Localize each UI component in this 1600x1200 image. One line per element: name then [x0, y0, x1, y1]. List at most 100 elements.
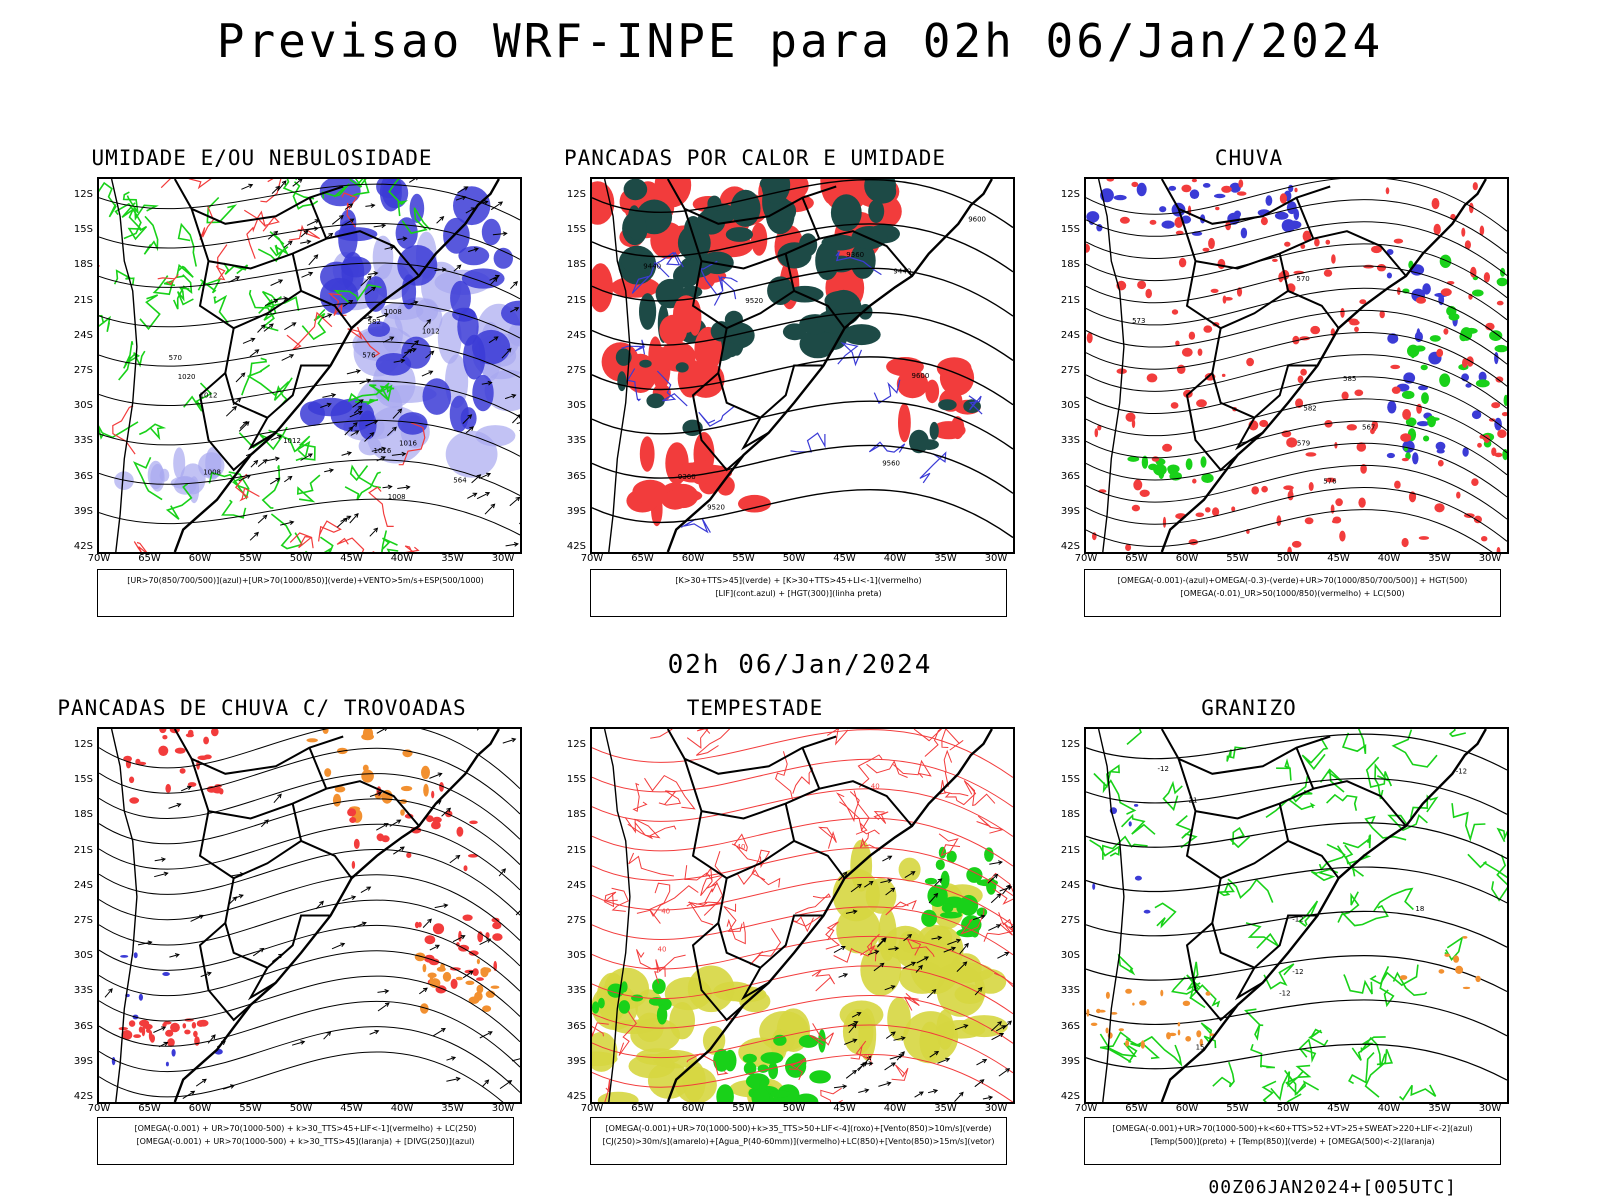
- thunderstorm-area: [469, 820, 478, 825]
- omega-area: [1113, 194, 1127, 201]
- wind-vector: [376, 456, 386, 462]
- thickness-contour: [347, 326, 381, 358]
- strong-omega-area: [1429, 335, 1441, 342]
- latitude-label: 36S: [1060, 1020, 1080, 1032]
- latitude-label: 33S: [566, 435, 586, 447]
- longitude-label: 40W: [1377, 553, 1401, 564]
- isobar: [99, 301, 520, 339]
- wind-vector-head: [253, 459, 259, 465]
- streamline-arrow: [511, 1058, 520, 1062]
- thunderstorm-area: [167, 1038, 175, 1047]
- map-canvas-trovoadas: [99, 729, 520, 1102]
- wind-vector-head: [1006, 884, 1011, 890]
- strong-omega-area: [1167, 467, 1174, 475]
- wind-vector-head: [298, 179, 303, 183]
- precipitation-area: [1356, 442, 1367, 452]
- omega-area: [1189, 189, 1200, 199]
- streamline-arrow: [331, 943, 345, 950]
- longitude-label: 55W: [239, 1103, 262, 1114]
- convection-area: [646, 393, 665, 409]
- humidity-low-level-contour: [261, 465, 281, 509]
- wind-vector: [489, 277, 498, 286]
- legend-line: [OMEGA(-0.001) + UR>70(1000-500) + k>30_…: [136, 1137, 475, 1146]
- thickness-contour: [398, 422, 426, 466]
- convection-area: [730, 189, 761, 227]
- wind-vector: [889, 1054, 903, 1060]
- temperature-850-contour: [1099, 1033, 1138, 1063]
- wind-vector-head: [355, 369, 362, 374]
- streamline-arrow: [369, 792, 382, 797]
- latitude-label: 21S: [1060, 844, 1080, 856]
- longitude-label: 60W: [681, 553, 705, 564]
- wind-vector: [382, 336, 394, 343]
- humidity-low-level-contour: [295, 435, 316, 462]
- precipitable-water-contour: [892, 759, 932, 778]
- streamline-arrow-head: [427, 918, 432, 924]
- wind-vector-head: [982, 1059, 988, 1064]
- precipitation-area: [1401, 457, 1409, 462]
- country-border: [308, 197, 328, 240]
- country-border: [740, 967, 770, 1001]
- latitude-label: 30S: [566, 400, 586, 412]
- thunderstorm-area: [129, 776, 135, 784]
- jet-stream-area: [895, 936, 928, 968]
- wind-vector-head: [357, 410, 363, 415]
- wind-850-area: [716, 1084, 734, 1102]
- streamline-arrow: [479, 938, 491, 946]
- wind-vector-head: [918, 964, 923, 970]
- omega-area: [1387, 400, 1397, 414]
- omega-500-area: [1118, 1028, 1124, 1032]
- latitude-label: 39S: [566, 505, 586, 517]
- strong-omega-area: [1405, 452, 1411, 460]
- latitude-label: 30S: [73, 400, 93, 412]
- precipitable-water-contour: [835, 791, 860, 823]
- thunderstorm-area: [468, 950, 479, 956]
- precipitation-area: [1151, 456, 1160, 462]
- temperature-850-contour: [1284, 1069, 1319, 1097]
- precipitation-area: [1223, 297, 1233, 301]
- showers-area: [468, 996, 480, 1004]
- thickness-contour: [157, 274, 179, 285]
- latitude-label: 27S: [566, 365, 586, 376]
- temperature-850-contour: [1261, 1080, 1302, 1102]
- omega-area: [1412, 452, 1419, 465]
- precipitation-area: [1354, 389, 1364, 397]
- wind-vector: [387, 426, 397, 436]
- geopotential-height-contour: [1086, 487, 1507, 542]
- precipitable-water-contour: [808, 1023, 834, 1046]
- thunderstorm-area: [182, 1023, 187, 1029]
- convection-area: [938, 399, 957, 411]
- omega-area: [1462, 447, 1469, 457]
- streamline-arrow-head: [446, 807, 452, 813]
- streamline-850: [592, 965, 1013, 1015]
- temperature-850-contour: [1337, 891, 1360, 923]
- omega-500-area: [1177, 1029, 1181, 1036]
- wind-vector-head: [373, 527, 379, 533]
- country-border: [1234, 417, 1264, 451]
- streamline-arrow-head: [451, 1056, 457, 1061]
- latitude-label: 33S: [73, 985, 93, 997]
- wind-vector: [864, 881, 874, 888]
- showers-area: [480, 967, 492, 974]
- thunderstorm-area: [349, 817, 357, 823]
- omega-area: [1229, 182, 1241, 193]
- humidity-low-level-contour: [99, 314, 111, 332]
- streamline-arrow-head: [232, 896, 238, 902]
- humidity-high-level-area: [450, 280, 471, 316]
- map-panel-pancadas-calor: 9600 9520 9600 9440 9360 9520 9440 9360 9560: [590, 177, 1015, 554]
- wind-850-area: [768, 1062, 778, 1080]
- temperature-850-contour: [1399, 1084, 1437, 1101]
- precipitation-area: [1304, 517, 1314, 525]
- streamline-arrow-head: [374, 1029, 380, 1035]
- convection-area: [919, 439, 939, 450]
- wind-vector-head: [429, 350, 435, 356]
- wind-vector-head: [313, 254, 319, 260]
- wind-vector: [391, 453, 406, 456]
- lifted-index-contour: [718, 275, 738, 300]
- wind-vector: [998, 1068, 1010, 1077]
- wind-vector-head: [887, 878, 893, 884]
- wind-vector: [336, 517, 348, 528]
- temperature-850-contour: [1171, 974, 1201, 995]
- longitude-label: 45W: [340, 553, 363, 564]
- streamline-arrow-head: [443, 903, 449, 908]
